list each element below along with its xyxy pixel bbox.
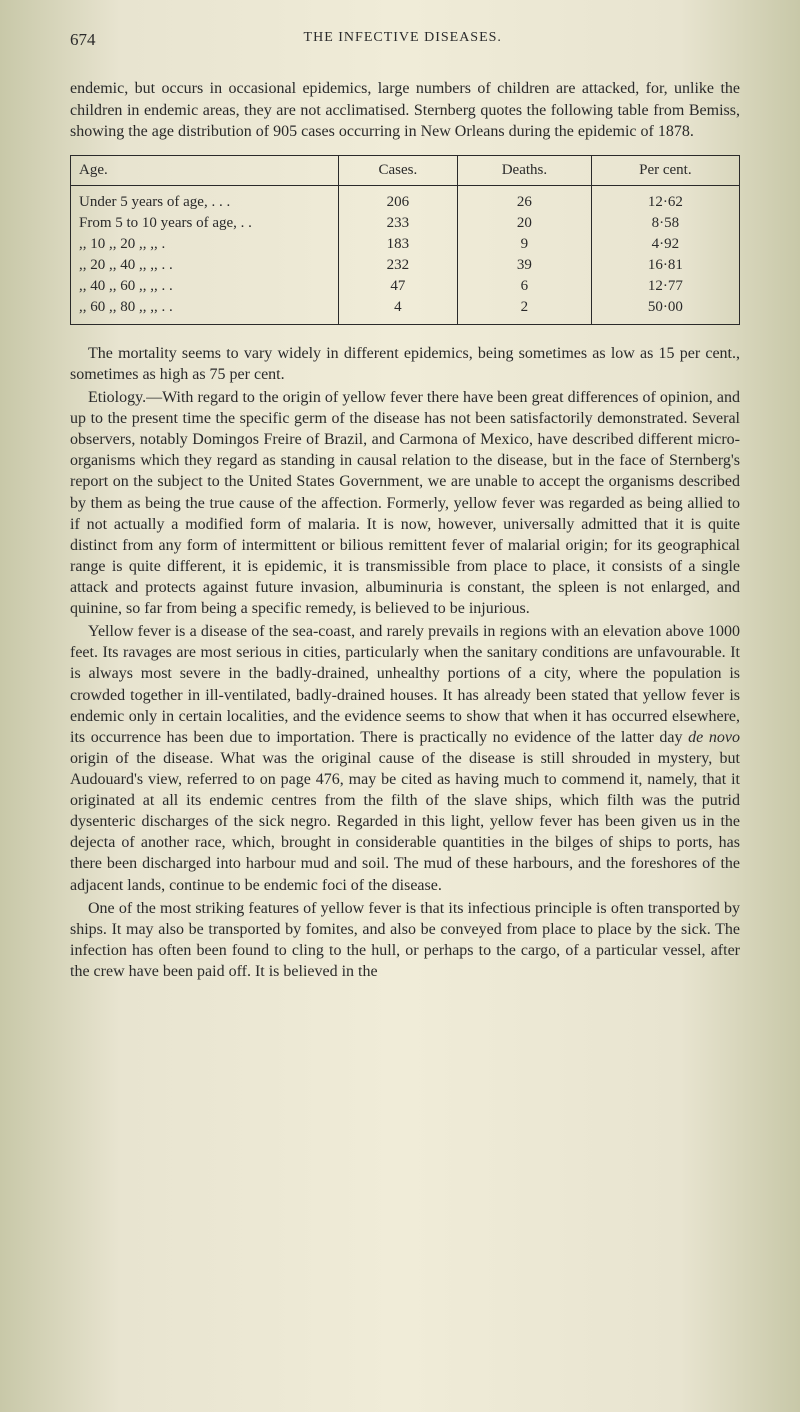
col-cases: Cases. — [338, 155, 457, 185]
cell-age: ,, 40 ,, 60 ,, ,, . . — [71, 276, 338, 297]
cell-percent: 16·81 — [591, 255, 739, 276]
cell-age: ,, 10 ,, 20 ,, ,, . — [71, 234, 338, 255]
para3-part-a: Yellow fever is a disease of the sea-coa… — [70, 623, 740, 746]
cell-deaths: 2 — [458, 297, 592, 325]
cell-deaths: 20 — [458, 213, 592, 234]
cell-age: From 5 to 10 years of age, . . — [71, 213, 338, 234]
cell-cases: 232 — [338, 255, 457, 276]
cell-cases: 233 — [338, 213, 457, 234]
cell-percent: 4·92 — [591, 234, 739, 255]
table-body: Under 5 years of age, . . . 206 26 12·62… — [71, 185, 739, 324]
col-deaths: Deaths. — [458, 155, 592, 185]
table-row: ,, 10 ,, 20 ,, ,, . 183 9 4·92 — [71, 234, 739, 255]
page-number: 674 — [70, 30, 96, 50]
intro-paragraph: endemic, but occurs in occasional epidem… — [70, 78, 740, 143]
col-percent: Per cent. — [591, 155, 739, 185]
table-row: From 5 to 10 years of age, . . 233 20 8·… — [71, 213, 739, 234]
etiology-label: Etiology. — [88, 389, 146, 406]
table-row: ,, 60 ,, 80 ,, ,, . . 4 2 50·00 — [71, 297, 739, 325]
cell-deaths: 6 — [458, 276, 592, 297]
mortality-paragraph: The mortality seems to vary widely in di… — [70, 343, 740, 385]
de-novo-italic: de novo — [688, 729, 740, 746]
cell-percent: 12·62 — [591, 185, 739, 213]
page-header: 674 THE INFECTIVE DISEASES. — [70, 30, 740, 50]
etiology-paragraph: Etiology.—With regard to the origin of y… — [70, 387, 740, 619]
cell-cases: 47 — [338, 276, 457, 297]
yellow-fever-paragraph: Yellow fever is a disease of the sea-coa… — [70, 621, 740, 895]
col-age: Age. — [71, 155, 338, 185]
cell-percent: 12·77 — [591, 276, 739, 297]
page-title: THE INFECTIVE DISEASES. — [304, 30, 502, 50]
transport-paragraph: One of the most striking features of yel… — [70, 898, 740, 982]
table-row: ,, 20 ,, 40 ,, ,, . . 232 39 16·81 — [71, 255, 739, 276]
table-row: Under 5 years of age, . . . 206 26 12·62 — [71, 185, 739, 213]
cell-age: ,, 60 ,, 80 ,, ,, . . — [71, 297, 338, 325]
cell-deaths: 39 — [458, 255, 592, 276]
cell-percent: 8·58 — [591, 213, 739, 234]
header-spacer — [710, 30, 740, 50]
cell-deaths: 9 — [458, 234, 592, 255]
table-header-row: Age. Cases. Deaths. Per cent. — [71, 155, 739, 185]
cell-cases: 183 — [338, 234, 457, 255]
etiology-text: —With regard to the origin of yellow fev… — [70, 389, 740, 617]
age-distribution-table: Age. Cases. Deaths. Per cent. Under 5 ye… — [71, 155, 739, 325]
cell-age: ,, 20 ,, 40 ,, ,, . . — [71, 255, 338, 276]
cell-deaths: 26 — [458, 185, 592, 213]
para3-part-b: origin of the disease. What was the orig… — [70, 750, 740, 894]
cell-cases: 4 — [338, 297, 457, 325]
cell-age: Under 5 years of age, . . . — [71, 185, 338, 213]
table-row: ,, 40 ,, 60 ,, ,, . . 47 6 12·77 — [71, 276, 739, 297]
cell-percent: 50·00 — [591, 297, 739, 325]
cell-cases: 206 — [338, 185, 457, 213]
age-distribution-table-wrapper: Age. Cases. Deaths. Per cent. Under 5 ye… — [70, 155, 740, 325]
